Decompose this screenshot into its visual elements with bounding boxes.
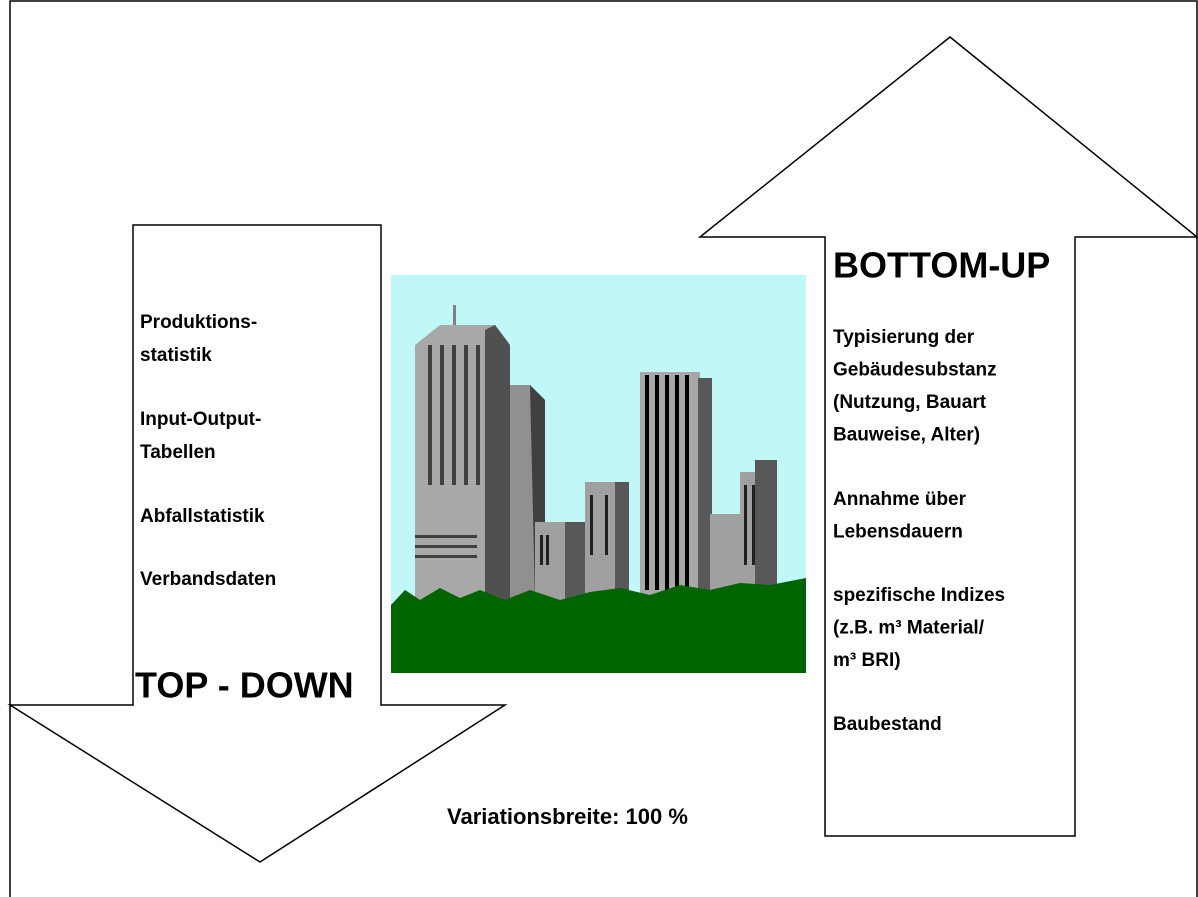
item-line: Tabellen — [140, 442, 216, 463]
item-line: spezifische Indizes — [833, 585, 1005, 606]
item-line: Baubestand — [833, 714, 942, 735]
bottom-up-label: BOTTOM-UP — [833, 245, 1050, 286]
item-line: Typisierung der — [833, 327, 975, 348]
item-line: Annahme über — [833, 489, 967, 510]
item-line: Lebensdauern — [833, 522, 963, 543]
item-line: m³ BRI) — [833, 650, 901, 671]
top-down-label: TOP - DOWN — [135, 665, 354, 706]
city-image — [391, 275, 806, 673]
item-line: (Nutzung, Bauart — [833, 392, 987, 413]
item-line: Bauweise, Alter) — [833, 425, 980, 446]
item-line: statistik — [140, 345, 212, 366]
down-arrow — [7, 224, 508, 863]
footer: Variationsbreite: 100 % — [447, 804, 688, 829]
item-line: Gebäudesubstanz — [833, 360, 997, 381]
item-line: (z.B. m³ Material/ — [833, 618, 985, 639]
item-line: Verbandsdaten — [140, 569, 276, 590]
item-line: Abfallstatistik — [140, 506, 265, 527]
item-line: Produktions- — [140, 312, 257, 333]
up-arrow — [697, 36, 1198, 837]
item-line: Input-Output- — [140, 409, 261, 430]
